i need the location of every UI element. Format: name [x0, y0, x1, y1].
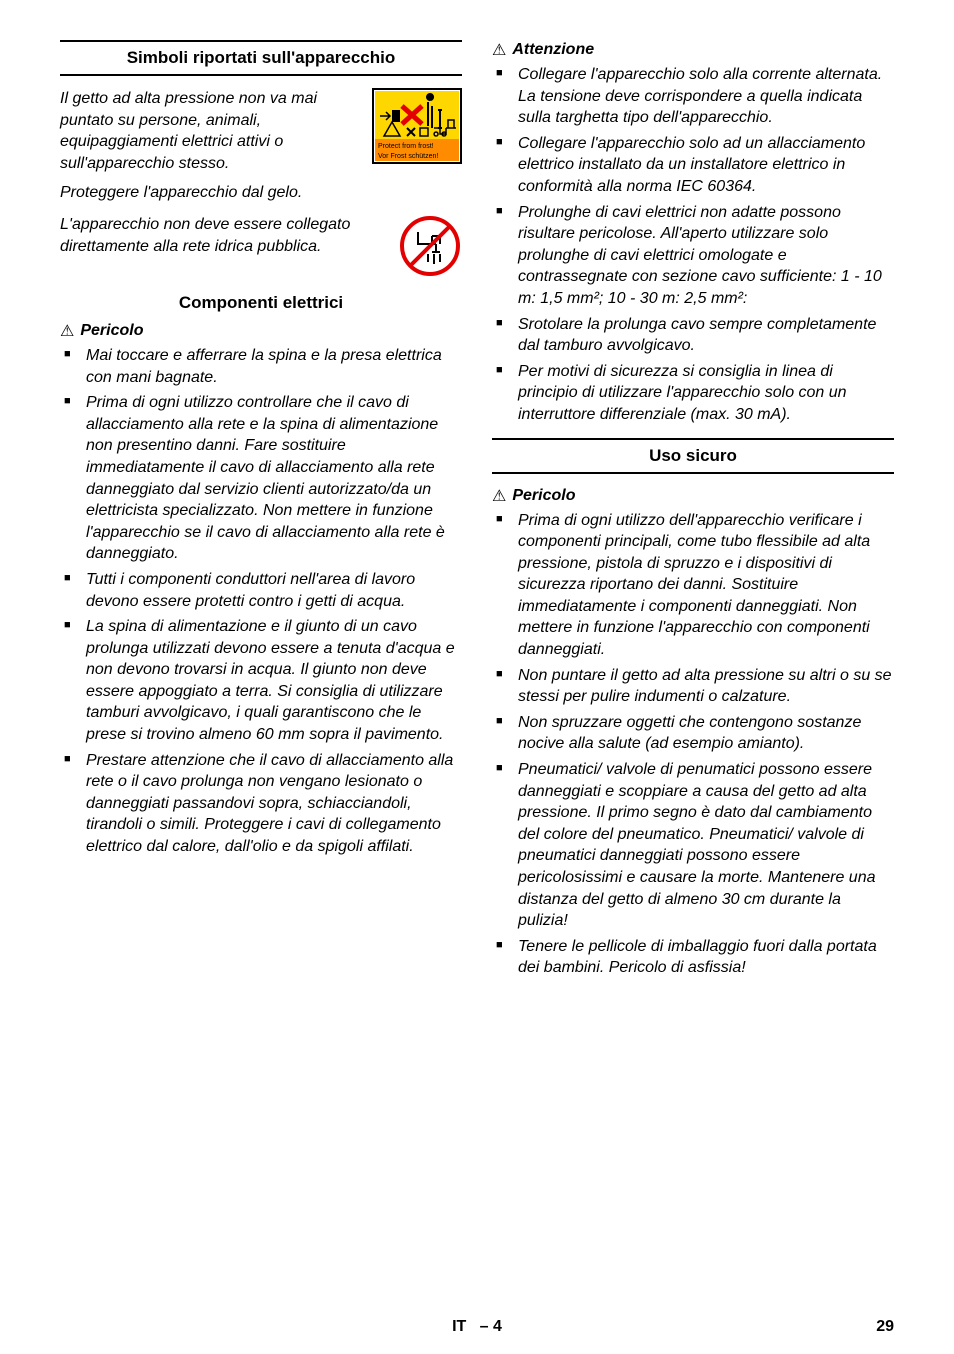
list-item: Mai toccare e afferrare la spina e la pr…	[60, 345, 462, 388]
list-item: Prima di ogni utilizzo dell'apparecchio …	[492, 510, 894, 661]
right-bullet-list-1: Collegare l'apparecchio solo alla corren…	[492, 64, 894, 426]
list-item: Collegare l'apparecchio solo ad un allac…	[492, 133, 894, 198]
para-with-water-icon: L'apparecchio non deve essere collegato …	[60, 214, 462, 283]
list-item: Prima di ogni utilizzo controllare che i…	[60, 392, 462, 565]
page-footer: IT – 4 29	[0, 1318, 954, 1336]
list-item: La spina di alimentazione e il giunto di…	[60, 616, 462, 746]
section-header-uso-sicuro: Uso sicuro	[492, 438, 894, 474]
footer-page-number: 29	[876, 1318, 894, 1336]
pericolo-label-right: ⚠ Pericolo	[492, 486, 894, 506]
list-item: Pneumatici/ valvole di penumatici posson…	[492, 759, 894, 932]
list-item: Prestare attenzione che il cavo di allac…	[60, 750, 462, 858]
list-item: Non spruzzare oggetti che contengono sos…	[492, 712, 894, 755]
list-item: Prolunghe di cavi elettrici non adatte p…	[492, 202, 894, 310]
content-columns: Simboli riportati sull'apparecchio Il ge…	[60, 40, 894, 983]
list-item: Non puntare il getto ad alta pressione s…	[492, 665, 894, 708]
pericolo-text-2: Pericolo	[512, 487, 575, 505]
attenzione-label: ⚠ Attenzione	[492, 40, 894, 60]
para-with-frost-icon: Il getto ad alta pressione non va mai pu…	[60, 88, 462, 174]
footer-page-label: – 4	[480, 1318, 502, 1335]
frost-label-1: Protect from frost!	[378, 143, 434, 150]
footer-lang: IT	[452, 1318, 466, 1335]
right-column: ⚠ Attenzione Collegare l'apparecchio sol…	[492, 40, 894, 983]
attenzione-text: Attenzione	[512, 41, 594, 59]
list-item: Srotolare la prolunga cavo sempre comple…	[492, 314, 894, 357]
list-item: Per motivi di sicurezza si consiglia in …	[492, 361, 894, 426]
frost-label-2: Vor Frost schützen!	[378, 153, 438, 160]
list-item: Collegare l'apparecchio solo alla corren…	[492, 64, 894, 129]
warning-triangle-icon: ⚠	[492, 486, 506, 506]
left-column: Simboli riportati sull'apparecchio Il ge…	[60, 40, 462, 983]
jet-warning-text: Il getto ad alta pressione non va mai pu…	[60, 88, 362, 174]
no-water-connection-icon	[398, 214, 462, 283]
list-item: Tenere le pellicole di imballaggio fuori…	[492, 936, 894, 979]
pericolo-text: Pericolo	[80, 322, 143, 340]
section-header-componenti: Componenti elettrici	[60, 293, 462, 313]
warning-triangle-icon: ⚠	[492, 40, 506, 60]
frost-warning-icon: Protect from frost! Vor Frost schützen!	[372, 88, 462, 169]
list-item: Tutti i componenti conduttori nell'area …	[60, 569, 462, 612]
warning-triangle-icon: ⚠	[60, 321, 74, 341]
right-bullet-list-2: Prima di ogni utilizzo dell'apparecchio …	[492, 510, 894, 979]
pericolo-label-left: ⚠ Pericolo	[60, 321, 462, 341]
water-connection-text: L'apparecchio non deve essere collegato …	[60, 214, 388, 257]
section-header-simboli: Simboli riportati sull'apparecchio	[60, 40, 462, 76]
left-bullet-list: Mai toccare e afferrare la spina e la pr…	[60, 345, 462, 858]
frost-protect-text: Proteggere l'apparecchio dal gelo.	[60, 182, 462, 204]
footer-center: IT – 4	[452, 1318, 502, 1336]
